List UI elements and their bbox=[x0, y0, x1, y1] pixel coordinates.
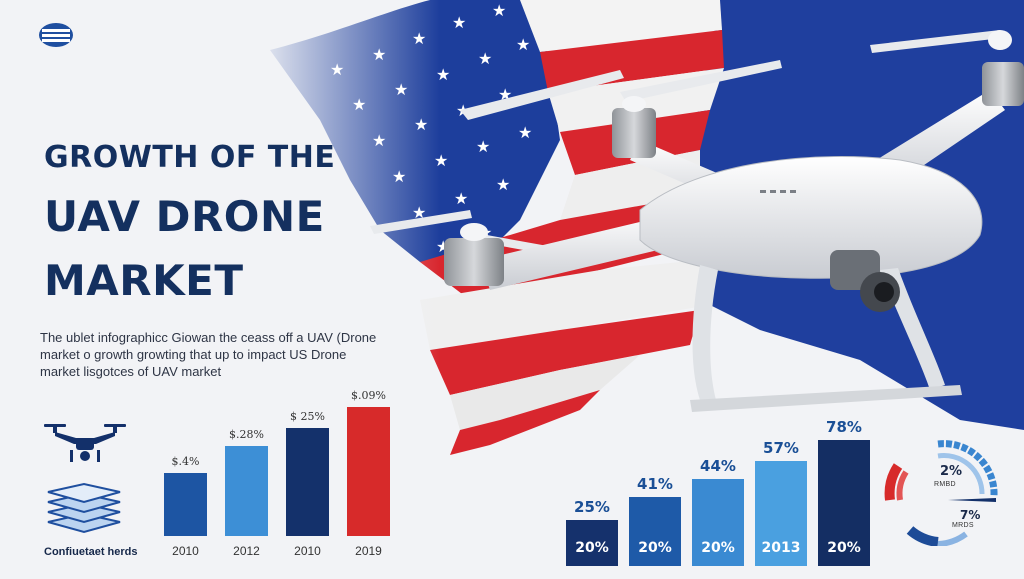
svg-text:★: ★ bbox=[330, 62, 344, 79]
left-chart-year-label: 2012 bbox=[233, 544, 260, 558]
svg-text:★: ★ bbox=[492, 3, 506, 20]
svg-text:★: ★ bbox=[452, 15, 466, 32]
left-chart-year-label: 2019 bbox=[355, 544, 382, 558]
svg-text:★: ★ bbox=[454, 191, 468, 208]
svg-text:★: ★ bbox=[496, 177, 510, 194]
svg-text:★: ★ bbox=[372, 133, 386, 150]
left-chart-value-label: $.09% bbox=[351, 389, 386, 402]
svg-text:★: ★ bbox=[392, 169, 406, 186]
brand-logo-icon bbox=[39, 23, 73, 47]
right-chart-value-label: 78% bbox=[826, 418, 862, 436]
description-line-2: market o growth growting that up to impa… bbox=[40, 347, 347, 362]
gauge-sub-2: MRDS bbox=[952, 522, 974, 529]
title-line-1: GROWTH OF THE bbox=[44, 140, 336, 175]
right-chart-value-label: 41% bbox=[637, 475, 673, 493]
gauge-sub-1: RMBD bbox=[934, 481, 956, 488]
svg-text:★: ★ bbox=[434, 153, 448, 170]
left-chart-value-label: $ 25% bbox=[290, 410, 325, 423]
left-chart-year-label: 2010 bbox=[172, 544, 199, 558]
right-chart-inner-label: 2013 bbox=[761, 540, 801, 556]
left-chart-bar bbox=[347, 407, 390, 536]
svg-text:★: ★ bbox=[478, 51, 492, 68]
left-chart-bar bbox=[225, 446, 268, 536]
gauge-value-2: 7% bbox=[960, 508, 981, 522]
left-chart-bar bbox=[286, 428, 329, 536]
right-chart-value-label: 44% bbox=[700, 457, 736, 475]
description-line-1: The ublet infographicc Giowan the ceass … bbox=[40, 330, 377, 345]
drone-illustration bbox=[370, 30, 1024, 412]
svg-text:★: ★ bbox=[394, 82, 408, 99]
left-chart-year-label: 2010 bbox=[294, 544, 321, 558]
right-chart-inner-label: 20% bbox=[638, 540, 672, 556]
svg-text:★: ★ bbox=[412, 31, 426, 48]
right-chart-inner-label: 20% bbox=[575, 540, 609, 556]
svg-text:★: ★ bbox=[436, 67, 450, 84]
logo-caption: Confiuetaet herds bbox=[44, 546, 138, 558]
right-chart-inner-label: 20% bbox=[827, 540, 861, 556]
svg-text:★: ★ bbox=[476, 139, 490, 156]
left-chart-value-label: $.28% bbox=[229, 428, 264, 441]
right-chart-bar bbox=[566, 520, 618, 566]
donut-gauge bbox=[884, 440, 998, 546]
right-chart-value-label: 25% bbox=[574, 498, 610, 516]
svg-text:★: ★ bbox=[414, 117, 428, 134]
right-chart-bar bbox=[755, 461, 807, 566]
left-chart-value-label: $.4% bbox=[171, 455, 200, 468]
title-line-2: UAV DRONE bbox=[44, 192, 325, 241]
svg-text:★: ★ bbox=[372, 47, 386, 64]
right-chart-bar bbox=[818, 440, 870, 566]
drone-icon bbox=[44, 424, 126, 462]
description-line-3: market lisgotces of UAV market bbox=[40, 364, 222, 379]
left-chart-bar bbox=[164, 473, 207, 536]
title-line-3: MARKET bbox=[44, 256, 244, 305]
gauge-value-1: 2% bbox=[940, 464, 963, 479]
right-chart-inner-label: 20% bbox=[701, 540, 735, 556]
svg-text:★: ★ bbox=[516, 37, 530, 54]
right-chart-value-label: 57% bbox=[763, 439, 799, 457]
right-chart-bar bbox=[692, 479, 744, 566]
svg-text:★: ★ bbox=[352, 97, 366, 114]
layers-icon bbox=[47, 482, 121, 534]
right-chart-bar bbox=[629, 497, 681, 566]
svg-text:★: ★ bbox=[518, 125, 532, 142]
